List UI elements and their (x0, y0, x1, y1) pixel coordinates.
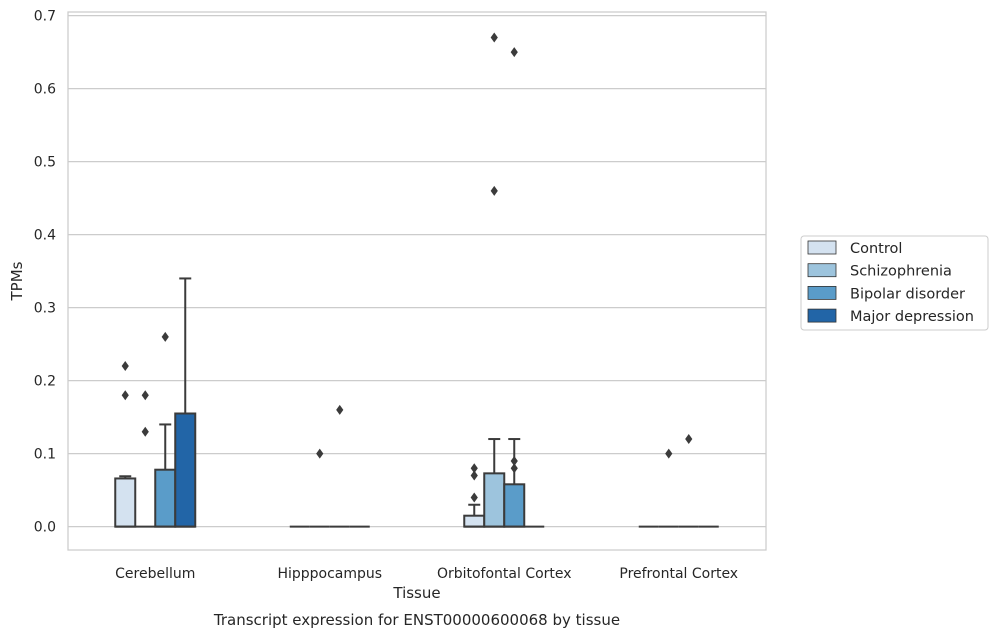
legend-swatch (807, 285, 837, 300)
box-body (154, 468, 177, 528)
y-tick-label: 0.3 (34, 301, 56, 317)
box-schizophrenia (483, 438, 506, 528)
x-tick-label: Cerebellum (115, 566, 195, 582)
outlier-points (121, 32, 693, 503)
outlier-point (490, 185, 498, 196)
outlier-point (336, 404, 344, 415)
gridlines (68, 15, 766, 528)
outlier-point (121, 390, 129, 401)
box-body (503, 483, 526, 528)
legend-swatch (807, 240, 837, 255)
y-tick-label: 0.0 (34, 520, 56, 536)
y-tick-labels: 0.0 0.1 0.2 0.3 0.4 0.5 0.6 0.7 (34, 9, 56, 536)
box-body (463, 514, 486, 528)
outlier-point (121, 361, 129, 372)
x-tick-label: Hipppocampus (277, 566, 382, 582)
legend-swatch (807, 263, 837, 278)
outlier-point (316, 448, 324, 459)
outlier-point (470, 463, 478, 474)
outlier-point (470, 470, 478, 481)
box-control (463, 503, 486, 528)
outlier-point (665, 448, 673, 459)
y-tick-label: 0.4 (34, 228, 56, 244)
box-body (483, 472, 506, 528)
outlier-point (141, 426, 149, 437)
chart-caption: Transcript expression for ENST0000060006… (213, 611, 620, 629)
x-tick-label: Prefrontal Cortex (619, 566, 738, 582)
y-tick-label: 0.6 (34, 82, 56, 98)
legend-swatch (807, 308, 837, 323)
y-tick-label: 0.7 (34, 9, 56, 25)
box-body (114, 477, 137, 528)
plot-frame (67, 11, 767, 551)
outlier-point (510, 455, 518, 466)
legend: Control Schizophrenia Bipolar disorder Majo… (800, 235, 989, 331)
outlier-point (470, 492, 478, 503)
outlier-point (490, 32, 498, 43)
box-bipolar-disorder (503, 438, 526, 528)
y-tick-label: 0.5 (34, 155, 56, 171)
y-tick-label: 0.1 (34, 447, 56, 463)
box-major-depression (174, 277, 197, 528)
x-tick-labels: Cerebellum Hipppocampus Orbitofontal Corte… (115, 566, 738, 582)
box-bipolar-disorder (154, 423, 177, 528)
outlier-point (141, 390, 149, 401)
box-body (174, 412, 197, 528)
legend-label: Schizophrenia (850, 264, 952, 280)
legend-label: Control (850, 241, 902, 257)
outlier-point (510, 463, 518, 474)
y-tick-label: 0.2 (34, 374, 56, 390)
outlier-point (161, 331, 169, 342)
legend-label: Bipolar disorder (850, 286, 965, 302)
y-axis-title: TPMs (8, 261, 26, 301)
outlier-point (685, 434, 693, 445)
box-control (114, 475, 137, 528)
x-axis-title: Tissue (392, 584, 440, 602)
box-series (114, 277, 719, 528)
outlier-point (510, 47, 518, 58)
x-tick-label: Orbitofontal Cortex (437, 566, 572, 582)
legend-label: Major depression (850, 309, 974, 325)
legend-frame (800, 235, 989, 331)
